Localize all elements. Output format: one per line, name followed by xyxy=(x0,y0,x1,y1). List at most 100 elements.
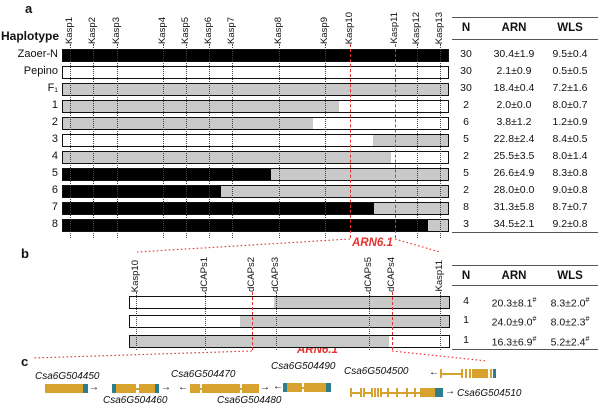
significance-marker: # xyxy=(585,297,590,304)
table-cell-wls: 8.3±2.0# xyxy=(550,297,590,310)
row-label-3: 3 xyxy=(51,133,58,145)
gene-exon xyxy=(371,388,373,397)
marker-label-kasp3: Kasp3 xyxy=(111,17,122,44)
marker-label-dcaps4: dCAPs4 xyxy=(386,257,397,292)
table-cell-n: 2 xyxy=(463,184,469,196)
table-cell-arn: 3.8±1.2 xyxy=(496,116,532,128)
gene-exon xyxy=(469,369,471,378)
row-label-2: 2 xyxy=(51,116,58,128)
gene-intron-line xyxy=(240,387,242,390)
table-cell-arn: 16.3±6.9# xyxy=(491,336,537,349)
bar-segment-gray xyxy=(428,220,448,231)
gene-intron-line xyxy=(416,391,420,394)
gene-exon xyxy=(374,388,376,397)
table-cell-arn: 34.5±2.1 xyxy=(493,218,535,230)
bar-segment-black xyxy=(63,169,271,180)
bar-segment-gray xyxy=(130,336,389,347)
gene-exon xyxy=(350,388,352,397)
row-label-8: 8 xyxy=(51,218,58,230)
connector-line xyxy=(32,350,253,359)
gene-exon xyxy=(190,384,200,393)
gene-intron-line xyxy=(352,391,360,394)
table-cell-n: 30 xyxy=(460,48,472,60)
bar-segment-black xyxy=(63,203,374,214)
bar-segment-gray xyxy=(274,297,449,308)
haplotype-bar-b-0 xyxy=(129,296,450,309)
marker-line-dcaps2 xyxy=(252,292,253,350)
table-cell-wls: 1.2±0.9 xyxy=(552,116,588,128)
marker-line-kasp2 xyxy=(93,44,94,238)
table-rule xyxy=(452,39,598,40)
gene-intron-line xyxy=(389,391,396,394)
marker-label-kasp10: Kasp10 xyxy=(344,11,355,44)
gene-exon xyxy=(461,369,463,378)
locus-label-arn6-1-panel-a: ARN6.1 xyxy=(352,237,393,249)
gene-label-csa6g504490: Csa6G504490 xyxy=(271,361,336,372)
gene-exon xyxy=(377,388,379,397)
table-header-n: N xyxy=(461,270,471,282)
table-cell-n: 30 xyxy=(460,82,472,94)
haplotype-bar-a-8 xyxy=(62,185,449,198)
table-cell-n: 8 xyxy=(463,201,469,213)
marker-line-kasp4 xyxy=(163,44,164,238)
table-cell-wls: 7.2±1.6 xyxy=(552,82,588,94)
marker-label-kasp8: Kasp8 xyxy=(273,17,284,44)
marker-label-dcaps2: dCAPs2 xyxy=(246,257,257,292)
gene-exon xyxy=(360,388,362,397)
bar-segment-white xyxy=(391,152,448,163)
haplotype-bar-a-10 xyxy=(62,219,449,232)
marker-label-kasp7: Kasp7 xyxy=(226,17,237,44)
table-cell-wls: 8.0±0.7 xyxy=(552,99,588,111)
gene-exon xyxy=(472,369,488,378)
table-cell-arn: 24.0±9.0# xyxy=(491,316,537,329)
gene-intron-line xyxy=(382,391,387,394)
haplotype-bar-b-1 xyxy=(129,315,450,328)
panel-a-letter: a xyxy=(25,1,33,16)
connector-line xyxy=(136,238,351,253)
strand-arrow-icon: ← xyxy=(273,381,283,392)
strand-arrow-icon: ← xyxy=(429,367,439,378)
gene-exon xyxy=(414,388,416,397)
table-cell-wls: 8.0±2.3# xyxy=(550,316,590,329)
marker-label-dcaps3: dCAPs3 xyxy=(270,257,281,292)
table-cell-n: 2 xyxy=(463,150,469,162)
marker-label-kasp1: Kasp1 xyxy=(64,17,75,44)
marker-line-kasp11 xyxy=(395,44,396,238)
gene-intron-line xyxy=(136,387,139,390)
table-cell-n: 1 xyxy=(463,334,469,346)
bar-segment-white xyxy=(130,297,274,308)
gene-intron-line xyxy=(442,372,461,375)
table-rule xyxy=(452,285,598,286)
table-cell-arn: 30.4±1.9 xyxy=(493,48,535,60)
strand-arrow-icon: → xyxy=(260,382,270,393)
marker-line-dcaps5 xyxy=(369,292,370,350)
panel-c-letter: c xyxy=(21,354,29,369)
marker-line-kasp9 xyxy=(325,44,326,238)
gene-label-csa6g504480: Csa6G504480 xyxy=(217,395,282,406)
marker-line-kasp11 xyxy=(440,292,441,350)
significance-marker: # xyxy=(585,316,590,323)
table-cell-arn: 31.3±5.8 xyxy=(493,201,535,213)
marker-label-dcaps1: dCAPs1 xyxy=(199,257,210,292)
row-label-Zaoer-N: Zaoer-N xyxy=(17,48,58,60)
bar-segment-gray xyxy=(374,203,448,214)
table-cell-arn: 22.8±2.4 xyxy=(493,133,535,145)
row-label-4: 4 xyxy=(51,150,58,162)
marker-line-kasp7 xyxy=(232,44,233,238)
gene-exon xyxy=(363,388,365,397)
bar-segment-gray xyxy=(271,169,448,180)
table-cell-wls: 0.5±0.5 xyxy=(552,65,588,77)
table-header-arn: ARN xyxy=(501,22,527,34)
row-label-7: 7 xyxy=(51,201,58,213)
haplotype-bar-a-7 xyxy=(62,168,449,181)
table-cell-n: 3 xyxy=(463,218,469,230)
bar-segment-gray xyxy=(63,118,313,129)
marker-line-kasp8 xyxy=(279,44,280,238)
haplotype-bar-a-6 xyxy=(62,151,449,164)
gene-exon xyxy=(287,383,302,392)
significance-marker: # xyxy=(532,297,537,304)
strand-arrow-icon: ← xyxy=(178,382,188,393)
marker-line-kasp10 xyxy=(350,44,351,238)
haplotype-bar-a-5 xyxy=(62,134,449,147)
table-cell-arn: 20.3±8.1# xyxy=(491,297,537,310)
